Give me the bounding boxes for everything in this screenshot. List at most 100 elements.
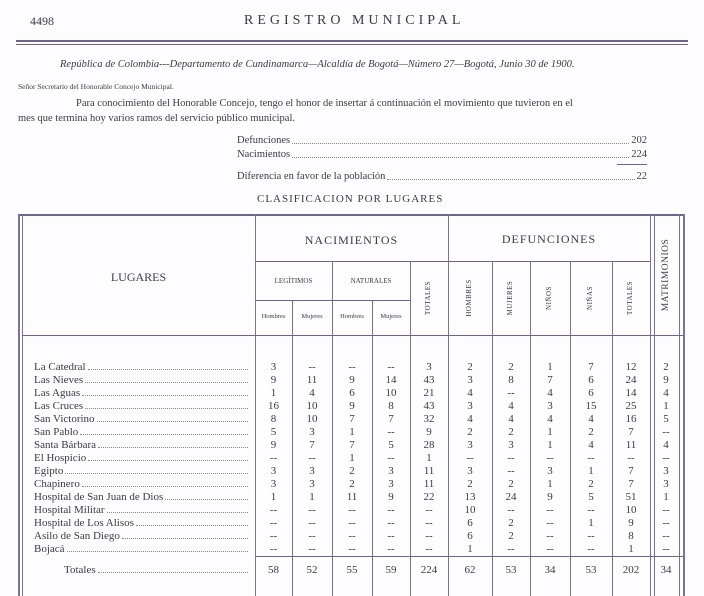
table-cell: -- — [269, 517, 278, 529]
leader-dots — [96, 421, 248, 422]
table-cell: 7 — [588, 361, 594, 373]
header-mujeres: Mujeres — [380, 313, 402, 320]
table-cell: -- — [269, 504, 278, 516]
totals-label: Totales — [64, 564, 250, 576]
header-def_mujeres: MUJERES — [506, 280, 514, 316]
totals-cell: 59 — [385, 564, 397, 576]
table-cell: 7 — [388, 413, 394, 425]
table-cell: -- — [387, 452, 395, 464]
table-cell: 9 — [270, 439, 277, 451]
table-cell: -- — [425, 530, 433, 542]
table-cell: 1 — [547, 439, 553, 451]
table-row-lugar: Egipto — [34, 465, 250, 477]
lugar-name: Hospital Militar — [34, 504, 105, 516]
table-cell: 16 — [625, 413, 637, 425]
leader-dots — [80, 434, 248, 435]
table-cell: -- — [425, 504, 433, 516]
summary-nacimientos: Nacimientos 224 — [237, 148, 647, 161]
table-cell: -- — [387, 530, 395, 542]
table-cell: 7 — [349, 413, 355, 425]
table-cell: 3 — [467, 465, 473, 477]
table-cell: 1 — [349, 426, 355, 438]
table-row-lugar: San Pablo — [34, 426, 250, 438]
header-ninas: NIÑAS — [586, 286, 594, 310]
table-cell: -- — [587, 452, 595, 464]
table-cell: 8 — [508, 374, 514, 386]
table-cell: -- — [662, 517, 670, 529]
table-cell: -- — [587, 543, 595, 555]
leader-dots — [82, 395, 248, 396]
lugar-name: El Hospicio — [34, 452, 87, 464]
table-cell: 1 — [628, 543, 634, 555]
lugar-name: Bojacá — [34, 543, 65, 555]
column-divider-double — [654, 214, 655, 596]
page-title: REGISTRO MUNICIPAL — [244, 13, 465, 28]
table-cell: 8 — [270, 413, 277, 425]
column-divider — [570, 261, 571, 596]
table-row-lugar: Las Aguas — [34, 387, 250, 399]
table-cell: 4 — [467, 387, 473, 399]
table-cell: 6 — [467, 530, 473, 542]
table-cell: 2 — [588, 426, 594, 438]
totals-text: Totales — [64, 564, 96, 576]
table-cell: 1 — [663, 491, 669, 503]
table-cell: 28 — [423, 439, 435, 451]
table-cell: 3 — [270, 478, 277, 490]
totals-rule — [255, 556, 683, 557]
table-cell: 51 — [625, 491, 637, 503]
column-divider — [530, 261, 531, 596]
lugar-name: San Victorino — [34, 413, 95, 425]
header-hombres: Hombres — [340, 313, 364, 320]
header-subrule — [255, 300, 410, 301]
table-cell: -- — [269, 543, 278, 555]
column-divider — [612, 261, 613, 596]
table-top-border — [18, 214, 685, 216]
table-cell: 3 — [426, 361, 432, 373]
totals-cell: 34 — [660, 564, 672, 576]
table-cell: 1 — [270, 387, 277, 399]
table-cell: 7 — [628, 465, 634, 477]
table-cell: 24 — [505, 491, 517, 503]
table-left-border — [18, 214, 20, 596]
leader-dots — [106, 512, 248, 513]
totals-cell: 52 — [306, 564, 318, 576]
table-cell: 1 — [270, 491, 277, 503]
table-cell: 11 — [346, 491, 358, 503]
table-cell: 10 — [385, 387, 397, 399]
table-cell: 3 — [270, 465, 277, 477]
table-cell: 5 — [588, 491, 594, 503]
table-cell: 9 — [388, 491, 394, 503]
table-cell: 10 — [306, 413, 318, 425]
table-cell: 3 — [388, 465, 394, 477]
table-row-lugar: Hospital Militar — [34, 504, 250, 516]
lugar-name: Hospital de Los Alisos — [34, 517, 134, 529]
leader-dots — [121, 538, 248, 539]
table-cell: 2 — [663, 361, 669, 373]
table-cell: 4 — [547, 413, 553, 425]
table-cell: 4 — [309, 387, 315, 399]
table-cell: 3 — [508, 439, 514, 451]
header-bottom-rule — [22, 335, 683, 336]
table-cell: 22 — [423, 491, 435, 503]
header-hombres: Hombres — [261, 313, 286, 320]
header-lugares: LUGARES — [110, 270, 167, 284]
table-cell: 9 — [349, 374, 355, 386]
table-cell: -- — [348, 543, 356, 555]
table-cell: -- — [387, 426, 395, 438]
table-cell: 9 — [663, 374, 669, 386]
lugar-name: Las Nieves — [34, 374, 84, 386]
paragraph-line-2: mes que termina hoy varios ramos del ser… — [18, 113, 296, 124]
table-cell: 1 — [349, 452, 355, 464]
table-cell: 8 — [628, 530, 634, 542]
leader-dots — [292, 143, 630, 144]
table-cell: 3 — [309, 426, 315, 438]
column-divider — [332, 300, 333, 596]
table-cell: -- — [627, 452, 635, 464]
leader-dots — [85, 382, 248, 383]
table-cell: 14 — [385, 374, 397, 386]
table-cell: 1 — [547, 426, 553, 438]
table-cell: -- — [507, 504, 515, 516]
header-legitimos: LEGÍTIMOS — [274, 277, 313, 285]
table-cell: 3 — [547, 400, 553, 412]
column-divider — [410, 261, 411, 596]
